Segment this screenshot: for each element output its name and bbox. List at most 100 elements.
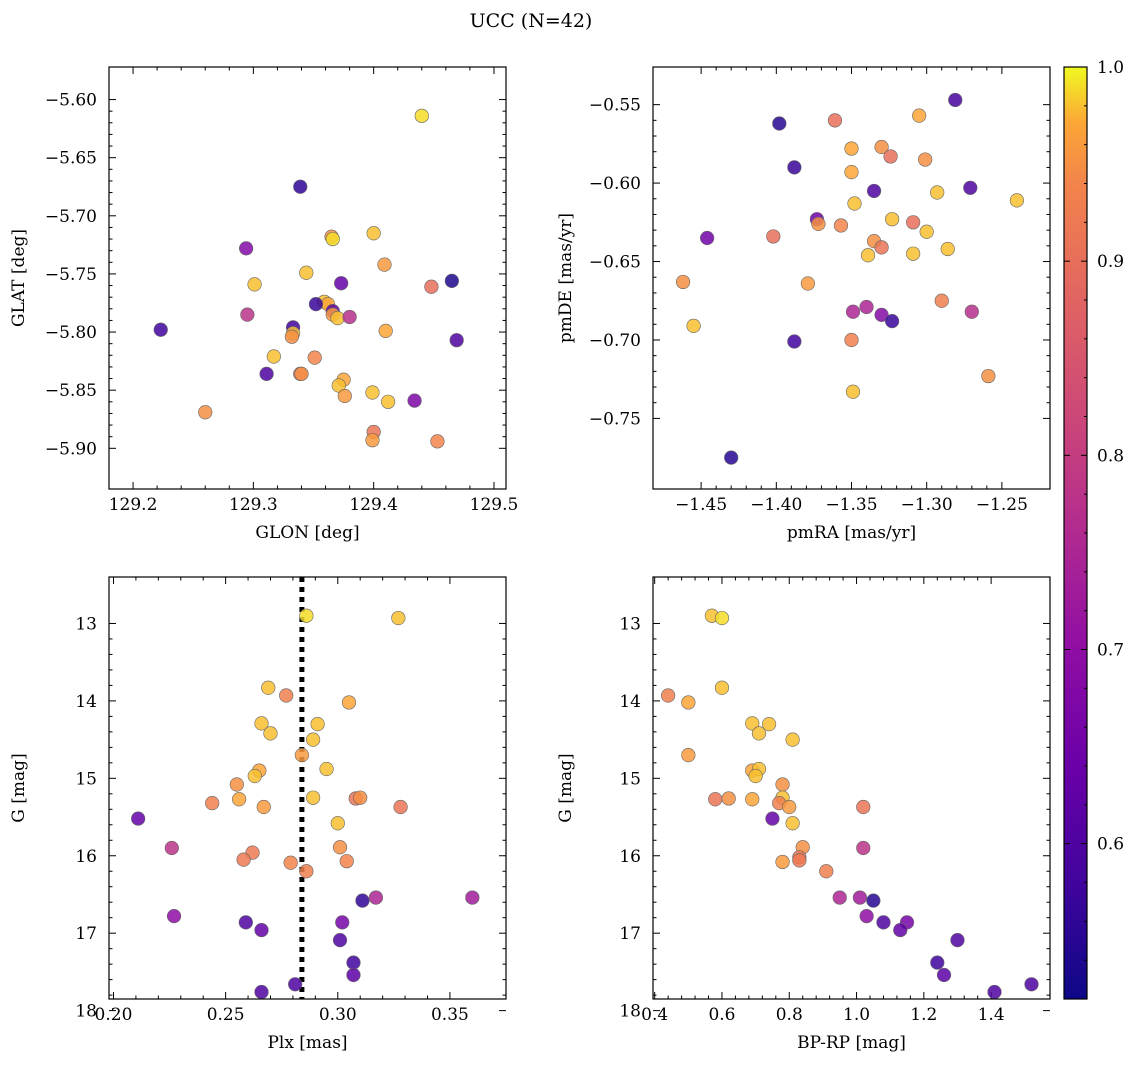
scatter-point [247, 768, 262, 784]
scatter-point [874, 307, 889, 322]
scatter-point [714, 610, 730, 626]
y-tick-label: 13 [75, 614, 97, 634]
scatter-point [963, 180, 978, 195]
scatter-point [341, 695, 357, 710]
scatter-point [800, 276, 815, 291]
panel-glon-glat: 129.2 129.3 129.4 129.5 −5.90 −5.85 −5.80 −5.75… [9, 66, 519, 543]
scatter-point [294, 366, 309, 382]
x-tick-label: 0.6 [708, 1005, 735, 1025]
scatter-point [785, 732, 800, 747]
scatter-point [833, 218, 849, 233]
scatter-point [681, 747, 696, 763]
scatter-point [827, 113, 843, 128]
scatter-point [819, 864, 834, 879]
scatter-point [294, 747, 309, 763]
scatter-point [787, 160, 802, 175]
scatter-point [393, 799, 408, 815]
scatter-point [852, 890, 868, 905]
scatter-point [346, 967, 361, 983]
colorbar: 0.6 0.7 0.8 0.9 1.0 [1063, 58, 1124, 1000]
scatter-point [444, 273, 459, 289]
scatter-point [981, 368, 996, 384]
scatter-point [844, 332, 859, 348]
scatter-point [811, 216, 826, 231]
scatter-point [330, 311, 345, 326]
scatter-point [240, 307, 255, 322]
scatter-point [883, 149, 898, 164]
scatter-point [721, 791, 736, 806]
scatter-point [236, 852, 251, 867]
y-tick-label: 16 [75, 847, 97, 867]
axes-frame [108, 576, 507, 1000]
scatter-point [283, 855, 298, 870]
scatter-point [205, 795, 220, 811]
x-axis-label: BP-RP [mag] [797, 1033, 906, 1053]
x-tick-label: 129.5 [470, 495, 519, 515]
scatter-point [874, 139, 889, 155]
scatter-point [948, 92, 963, 108]
scatter-point [335, 915, 350, 930]
figure-title: UCC (N=42) [470, 10, 593, 32]
y-tick-label: 16 [619, 847, 641, 867]
y-tick-label: −5.80 [45, 323, 97, 343]
scatter-point [859, 299, 874, 315]
scatter-point [131, 811, 146, 826]
scatter-point [844, 165, 859, 180]
scatter-point [368, 890, 384, 905]
colorbar-tick-label: 1.0 [1097, 58, 1124, 78]
y-axis-label: pmDE [mas/yr] [556, 213, 576, 343]
scatter-point [866, 183, 882, 199]
scatter-point [299, 608, 314, 623]
scatter-point [339, 854, 354, 869]
scatter-point [766, 229, 781, 244]
scatter-point [310, 717, 325, 732]
y-tick-label: −0.65 [589, 253, 641, 273]
scatter-point [299, 864, 314, 879]
scatter-point [775, 854, 790, 870]
scatter-point [238, 915, 253, 930]
axes-frame [108, 66, 507, 490]
scatter-point [785, 816, 800, 831]
y-tick-label: 15 [75, 769, 97, 789]
scatter-point [876, 915, 891, 930]
x-tick-label: −1.40 [750, 495, 802, 515]
scatter-point [430, 434, 445, 449]
y-tick-label: 14 [75, 692, 97, 712]
scatter-point [231, 792, 247, 807]
scatter-point [259, 366, 274, 382]
y-tick-label: 17 [619, 924, 641, 944]
scatter-point [885, 212, 900, 227]
scatter-point [365, 385, 380, 400]
scatter-point [1024, 977, 1039, 992]
scatter-point [153, 322, 168, 337]
panel-plx-g: 0.20 0.25 0.30 0.35 13 14 15 16 17 18 Plx [mas] G [… [9, 576, 507, 1053]
x-tick-label: 1.0 [843, 1005, 870, 1025]
y-axis-label: GLAT [deg] [9, 229, 29, 327]
colorbar-tick-label: 0.8 [1097, 446, 1124, 466]
scatter-point [724, 450, 739, 465]
scatter-point [414, 108, 429, 123]
scatter-point [859, 909, 874, 924]
y-tick-label: −0.60 [589, 174, 641, 194]
scatter-point [782, 799, 797, 815]
x-tick-label: 0.20 [95, 1005, 133, 1025]
scatter-point [306, 790, 321, 805]
scatter-point [748, 768, 763, 784]
scatter-point [334, 276, 349, 291]
scatter-point [940, 241, 955, 257]
scatter-point [919, 224, 934, 239]
scatter-point [261, 680, 276, 695]
scatter-point [391, 610, 406, 626]
scatter-point [377, 257, 392, 272]
scatter-point [288, 977, 303, 992]
x-axis-label: pmRA [mas/yr] [787, 523, 916, 543]
x-tick-label: 0.25 [207, 1005, 245, 1025]
scatter-point [906, 246, 921, 261]
scatter-point [254, 716, 269, 731]
scatter-point [686, 318, 701, 333]
scatter-point [761, 717, 777, 732]
scatter-point [284, 329, 299, 344]
scatter-point [832, 890, 847, 905]
scatter-point [936, 967, 952, 983]
